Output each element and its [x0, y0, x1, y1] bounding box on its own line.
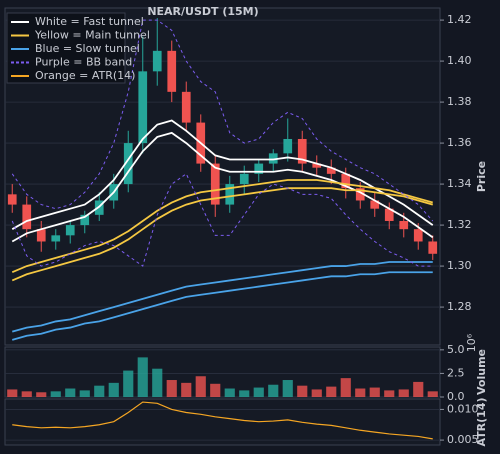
legend-label: Purple = BB band [35, 56, 132, 69]
bar [398, 389, 409, 397]
panel [4, 346, 441, 398]
y-tick-label: 1.36 [447, 136, 472, 149]
bar [36, 392, 47, 397]
candle-body [138, 71, 148, 144]
candle-body [22, 204, 32, 230]
y-tick-label: 1.42 [447, 13, 472, 26]
bar [384, 390, 395, 397]
candle-body [283, 138, 293, 154]
y-tick-label: 1.38 [447, 95, 472, 108]
candle-body [239, 173, 249, 185]
bar [152, 368, 163, 397]
candle-body [167, 50, 177, 92]
bar [65, 388, 76, 397]
candle-body [268, 153, 278, 164]
legend-label: Blue = Slow tunnel [35, 42, 140, 55]
panel [4, 398, 441, 446]
legend-label: Orange = ATR(14) [35, 69, 135, 82]
candle-body [355, 188, 365, 201]
candle-body [225, 184, 235, 205]
y-tick-label: 0.0 [447, 390, 465, 403]
bar [210, 383, 221, 397]
bar [340, 378, 351, 397]
y-tick-label: 1.34 [447, 177, 472, 190]
y-axis-label: Price [475, 161, 488, 192]
bar [50, 391, 61, 397]
y-tick-label: 0.005 [447, 433, 479, 446]
candle-body [210, 163, 220, 205]
y-tick-label: 1.28 [447, 300, 472, 313]
candle-body [399, 220, 409, 230]
y-axis-label: Volume [475, 349, 488, 395]
candle-body [326, 167, 336, 174]
candle-body [341, 173, 351, 189]
bar [123, 370, 134, 397]
bar [166, 380, 177, 397]
candle-body [181, 91, 191, 123]
offset-label: 10⁶ [465, 333, 478, 352]
bar [79, 390, 90, 397]
candle-body [312, 163, 322, 168]
y-tick-label: 5.0 [447, 343, 465, 356]
bar [21, 391, 32, 397]
bar [239, 390, 250, 397]
line [11, 173, 433, 267]
y-axis-label: ATR(14) [475, 398, 488, 447]
bar [297, 385, 308, 397]
bar [427, 391, 438, 397]
bar [94, 385, 105, 397]
candle-body [152, 50, 162, 72]
candle-body [65, 225, 75, 236]
candle-body [384, 208, 394, 221]
line [12, 401, 433, 440]
bar [7, 389, 18, 397]
candle-body [297, 138, 307, 164]
candle-body [51, 235, 61, 242]
candle-body [254, 163, 264, 174]
candle-body [413, 229, 423, 242]
bar [253, 387, 264, 397]
bar [195, 376, 206, 397]
bar [108, 382, 119, 397]
bar [355, 388, 366, 397]
y-tick-label: 2.5 [447, 366, 465, 379]
candle-body [80, 214, 90, 226]
candle-body [7, 194, 17, 205]
line [11, 187, 433, 282]
bar [369, 387, 380, 397]
y-tick-label: 1.30 [447, 259, 472, 272]
y-tick-label: 1.32 [447, 218, 472, 231]
legend-label: Yellow = Main tunnel [34, 29, 150, 42]
bar [181, 382, 192, 397]
line [12, 271, 433, 341]
candle-body [123, 143, 133, 185]
bar [224, 388, 235, 397]
line [12, 261, 433, 333]
bar [413, 381, 424, 397]
bar [282, 380, 293, 397]
legend-label: White = Fast tunnel [35, 15, 144, 28]
line [11, 19, 434, 222]
candle-body [428, 241, 438, 254]
bar [268, 384, 279, 397]
candle-body [370, 200, 380, 209]
bar [311, 389, 322, 397]
line [11, 179, 433, 274]
chart-title: NEAR/USDT (15M) [147, 5, 258, 18]
line [11, 131, 434, 243]
y-tick-label: 0.010 [447, 402, 479, 415]
line [11, 119, 434, 230]
candle-body [36, 229, 46, 242]
bar [137, 357, 148, 397]
bar [326, 386, 337, 397]
y-tick-label: 1.40 [447, 54, 472, 67]
